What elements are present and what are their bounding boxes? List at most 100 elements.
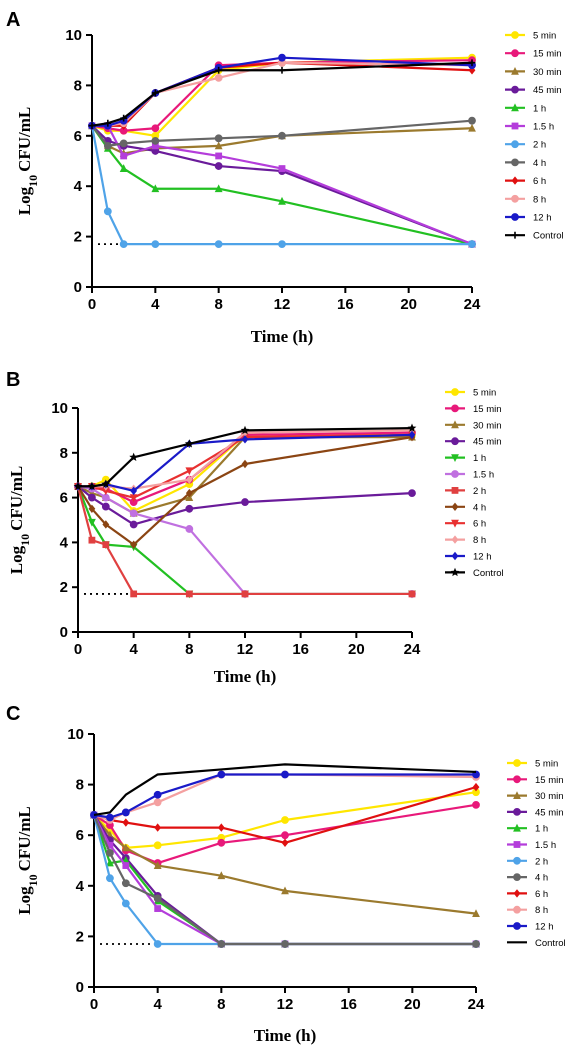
data-point — [278, 196, 286, 205]
legend-label: 4 h — [533, 158, 546, 169]
data-point — [153, 940, 162, 948]
data-point — [73, 481, 83, 491]
panel-letter: B — [6, 369, 20, 391]
data-point — [214, 240, 223, 249]
data-point — [217, 838, 226, 847]
series-4-h — [74, 432, 416, 549]
data-point — [106, 858, 114, 867]
legend-marker — [511, 194, 519, 203]
series-line — [91, 125, 473, 246]
y-tick-label: 2 — [76, 928, 84, 945]
data-point — [472, 940, 480, 948]
data-point — [281, 816, 289, 824]
data-point — [101, 502, 110, 511]
data-point — [240, 425, 250, 435]
legend-marker — [511, 213, 519, 221]
data-point — [154, 823, 162, 832]
legend-item: 5 min — [505, 31, 556, 42]
data-point — [408, 430, 416, 440]
data-point — [130, 590, 138, 598]
legend-marker — [513, 759, 521, 767]
legend-label: Control — [473, 568, 504, 579]
data-point — [468, 59, 476, 67]
data-point — [106, 841, 114, 849]
legend-item: 45 min — [505, 85, 562, 96]
legend-label: 6 h — [535, 889, 548, 900]
data-point — [154, 905, 162, 912]
x-tick-label: 8 — [214, 296, 222, 313]
y-axis-title: Log10CFU/mL — [15, 107, 40, 216]
data-point — [214, 141, 223, 150]
data-point — [408, 590, 416, 598]
data-point — [88, 518, 96, 527]
panel-letter: C — [6, 703, 20, 725]
panel-letter: A — [6, 9, 20, 31]
data-point — [103, 141, 112, 150]
data-point — [122, 862, 130, 869]
legend-item: 30 min — [445, 420, 502, 431]
data-point — [151, 142, 159, 150]
series-control — [88, 59, 476, 130]
legend-marker — [451, 404, 459, 413]
data-point — [129, 509, 138, 518]
legend-item: Control — [507, 938, 566, 949]
data-point — [153, 861, 162, 869]
legend-item: 4 h — [445, 502, 486, 513]
x-tick-label: 8 — [185, 641, 193, 658]
legend-item: 1.5 h — [505, 122, 554, 133]
data-point — [278, 240, 286, 249]
legend-item: 4 h — [505, 158, 546, 169]
legend-item: 8 h — [505, 194, 546, 205]
legend-item: 1 h — [507, 824, 548, 835]
data-point — [104, 119, 112, 127]
data-point — [106, 874, 114, 883]
data-point — [87, 481, 97, 491]
data-point — [215, 152, 223, 160]
data-point — [281, 770, 289, 779]
legend-marker — [513, 856, 521, 865]
legend-label: 1 h — [535, 824, 548, 835]
data-point — [119, 240, 128, 249]
y-tick-label: 4 — [60, 534, 69, 551]
x-tick-label: 20 — [404, 996, 421, 1013]
legend-item: 1.5 h — [507, 840, 556, 851]
data-point — [185, 467, 194, 476]
y-tick-label: 10 — [67, 726, 84, 743]
legend-marker — [450, 567, 460, 577]
y-tick-label: 0 — [74, 279, 82, 296]
legend-label: 2 h — [473, 486, 486, 497]
legend-marker — [511, 85, 519, 94]
legend-item: 8 h — [507, 905, 548, 916]
data-point — [106, 849, 114, 857]
data-point — [151, 89, 159, 97]
legend-label: 45 min — [473, 437, 502, 448]
data-point — [120, 114, 128, 122]
legend-label: 45 min — [535, 807, 564, 818]
legend-item: 12 h — [445, 552, 492, 563]
x-tick-label: 4 — [151, 296, 160, 313]
legend-label: 30 min — [533, 67, 562, 78]
data-point — [281, 940, 289, 948]
data-point — [88, 504, 96, 513]
data-point — [408, 489, 416, 498]
legend-marker — [511, 103, 519, 112]
legend-label: 15 min — [473, 404, 502, 415]
data-point — [88, 536, 96, 544]
y-tick-label: 8 — [74, 77, 82, 94]
legend-item: 45 min — [507, 807, 564, 818]
legend-label: 6 h — [533, 176, 546, 187]
y-axis-title: Log10CFU/mL — [15, 806, 40, 915]
data-point — [129, 520, 138, 529]
y-tick-label: 6 — [60, 490, 68, 507]
series-1-h — [90, 810, 480, 948]
y-tick-label: 2 — [74, 229, 82, 246]
legend-marker — [451, 519, 459, 528]
legend-marker — [513, 823, 521, 832]
legend-marker — [451, 454, 459, 462]
legend-label: 4 h — [535, 873, 548, 884]
data-point — [278, 53, 286, 62]
